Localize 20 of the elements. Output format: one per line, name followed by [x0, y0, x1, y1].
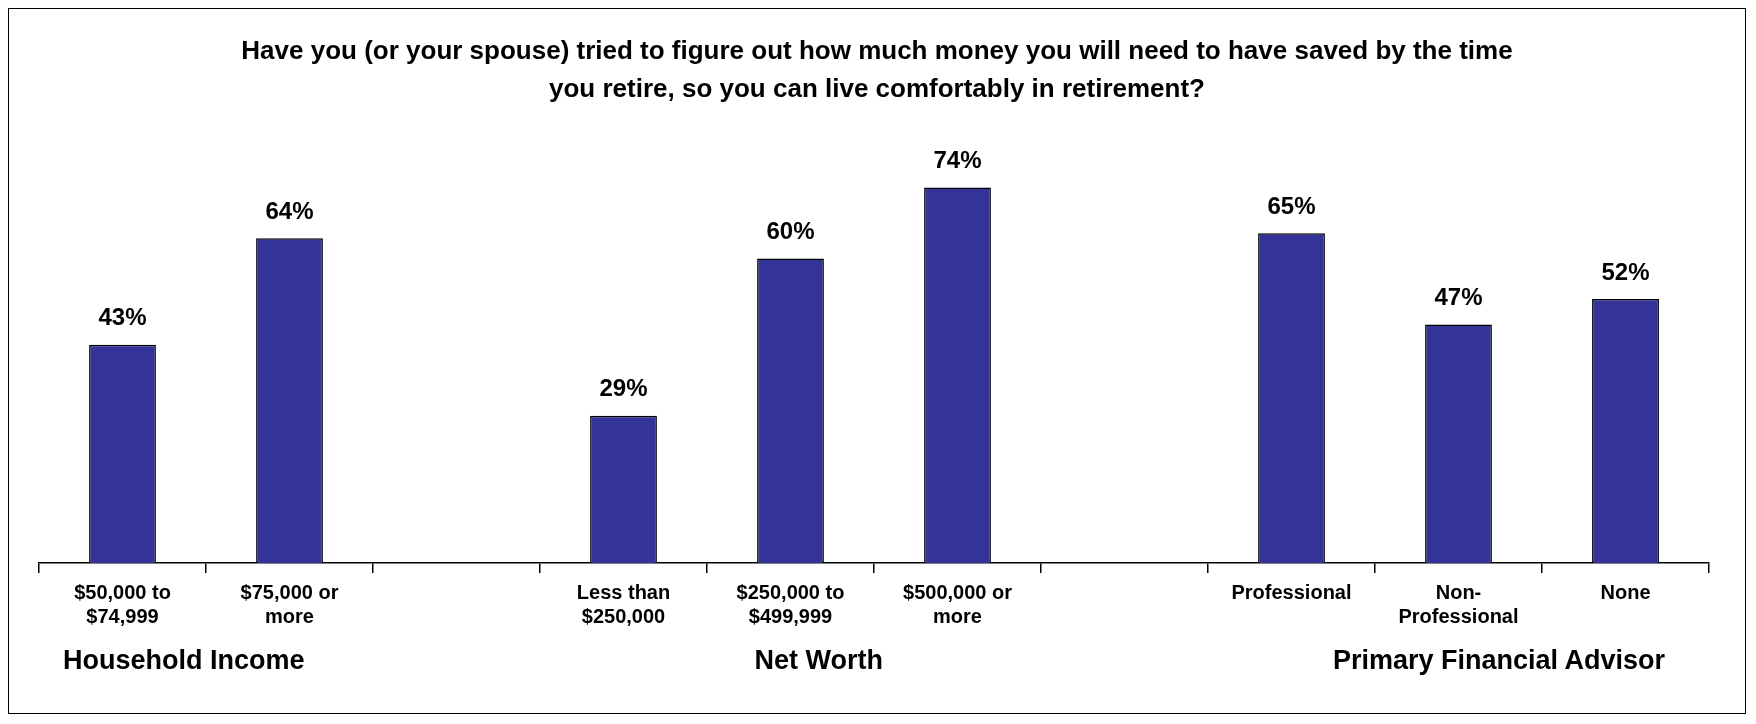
text: Net Worth: [754, 645, 883, 676]
chart-title: Have you (or your spouse) tried to figure out how much money you will need to have saved by the time you retire, so you can live comfortably in retirement?: [240, 34, 1514, 105]
data-label: 29%: [599, 374, 648, 402]
x-tick-label: None: [1600, 580, 1651, 603]
text: Primary Financial Advisor: [1332, 645, 1665, 676]
x-tick-label: Non-Professional: [1398, 580, 1519, 627]
data-label: 43%: [98, 303, 147, 331]
data-label: 60%: [766, 217, 815, 245]
x-tick-label: Less than $250,000: [576, 580, 671, 627]
data-label: 47%: [1434, 283, 1483, 311]
x-tick-label: $250,000 to $499,999: [736, 580, 845, 627]
data-label: 64%: [265, 196, 314, 224]
data-label: 65%: [1267, 191, 1316, 219]
data-label: 52%: [1601, 257, 1650, 285]
x-tick-label: $500,000 or more: [903, 580, 1013, 627]
x-tick-label: Professional: [1231, 580, 1352, 603]
x-tick-label: $50,000 to $74,999: [74, 580, 171, 627]
text: Household Income: [63, 645, 305, 676]
data-label: 74%: [933, 146, 982, 174]
x-tick-label: $75,000 or more: [240, 580, 339, 627]
